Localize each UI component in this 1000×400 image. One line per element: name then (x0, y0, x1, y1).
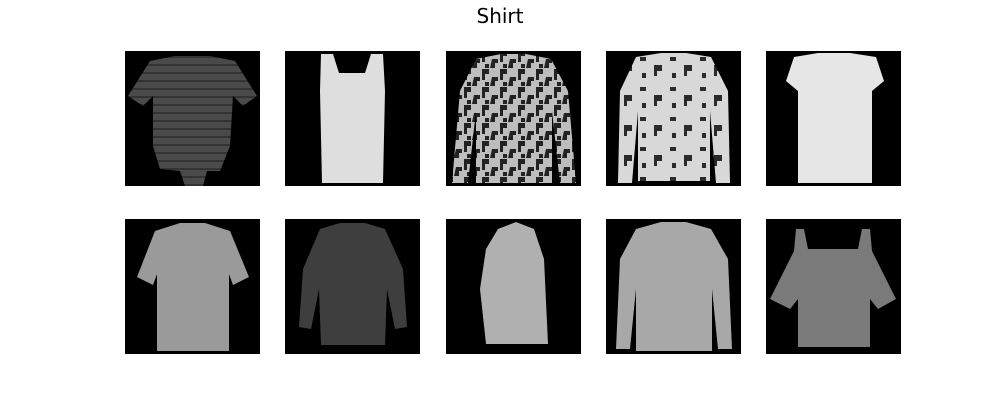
figure-title: Shirt (477, 4, 524, 28)
image-panel (125, 219, 260, 354)
garment (320, 54, 385, 183)
image-panel (766, 51, 901, 186)
image-panel (285, 219, 420, 354)
garment (480, 222, 548, 344)
garment (137, 223, 249, 351)
garment (299, 223, 407, 345)
garment (452, 54, 576, 183)
image-panel (606, 51, 741, 186)
image-panel (125, 51, 260, 186)
garment (786, 53, 884, 183)
image-panel (446, 51, 581, 186)
image-panel (446, 219, 581, 354)
image-panel (285, 51, 420, 186)
image-panel (766, 219, 901, 354)
garment (616, 222, 732, 351)
garment (770, 229, 896, 347)
garment (128, 56, 257, 186)
garment (618, 53, 730, 183)
image-panel (606, 219, 741, 354)
